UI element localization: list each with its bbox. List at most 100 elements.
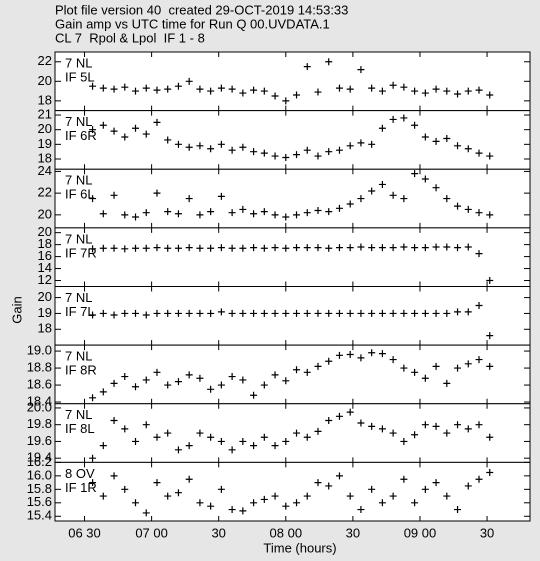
- data-point: [217, 140, 225, 148]
- data-point: [121, 245, 129, 253]
- data-point: [443, 379, 451, 387]
- data-point: [325, 482, 333, 490]
- data-point: [368, 187, 376, 195]
- data-point: [217, 244, 225, 252]
- data-point: [400, 309, 408, 317]
- data-point: [454, 421, 462, 429]
- data-point: [153, 118, 161, 126]
- data-point: [217, 485, 225, 493]
- data-point: [389, 115, 397, 123]
- title-line: Plot file version 40 created 29-OCT-2019…: [55, 2, 348, 17]
- data-point: [464, 145, 472, 153]
- panel-label: IF 5L: [65, 69, 95, 84]
- y-tick-label: 24: [38, 163, 52, 178]
- data-point: [486, 433, 494, 441]
- data-point: [164, 85, 172, 93]
- y-tick-label: 22: [38, 53, 52, 68]
- panel-frame: [54, 344, 531, 405]
- data-point: [411, 499, 419, 507]
- panel-label: IF 1R: [65, 480, 97, 495]
- data-point: [464, 425, 472, 433]
- data-point: [196, 374, 204, 382]
- data-point: [110, 311, 118, 319]
- data-point: [293, 309, 301, 317]
- data-point: [196, 211, 204, 219]
- data-point: [486, 468, 494, 476]
- data-point: [260, 433, 268, 441]
- x-tick-label: 30: [346, 525, 360, 540]
- data-point: [250, 86, 258, 94]
- data-point: [228, 309, 236, 317]
- y-tick-label: 20: [38, 121, 52, 136]
- data-point: [303, 309, 311, 317]
- y-tick-label: 18: [38, 150, 52, 165]
- data-point: [110, 379, 118, 387]
- data-point: [475, 475, 483, 483]
- data-point: [185, 475, 193, 483]
- data-point: [293, 211, 301, 219]
- data-point: [357, 309, 365, 317]
- title-line: CL 7 Rpol & Lpol IF 1 - 8: [55, 30, 205, 45]
- data-point: [454, 244, 462, 252]
- panel-frame: [54, 51, 531, 112]
- data-point: [207, 309, 215, 317]
- data-point: [293, 91, 301, 99]
- data-point: [99, 121, 107, 129]
- data-point: [239, 376, 247, 384]
- data-point: [421, 133, 429, 141]
- data-point: [282, 437, 290, 445]
- panel-frame: [54, 227, 531, 287]
- data-point: [486, 152, 494, 160]
- data-point: [368, 349, 376, 357]
- data-point: [121, 373, 129, 381]
- data-point: [174, 446, 182, 454]
- data-point: [153, 86, 161, 94]
- x-tick-label: 07 00: [135, 525, 168, 540]
- data-point: [303, 63, 311, 71]
- data-point: [282, 154, 290, 162]
- y-tick-label: 15.6: [27, 494, 52, 509]
- data-point: [346, 85, 354, 93]
- data-point: [282, 97, 290, 105]
- data-point: [239, 507, 247, 515]
- data-point: [411, 170, 419, 178]
- x-tick-label: 30: [480, 525, 494, 540]
- data-point: [464, 308, 472, 316]
- data-point: [293, 151, 301, 159]
- data-point: [368, 244, 376, 252]
- data-point: [464, 482, 472, 490]
- data-point: [443, 195, 451, 203]
- y-tick-label: 19.0: [27, 343, 52, 358]
- data-point: [142, 509, 150, 517]
- data-point: [250, 391, 258, 399]
- data-point: [443, 134, 451, 142]
- data-point: [89, 394, 97, 402]
- data-point: [164, 208, 172, 216]
- data-point: [335, 84, 343, 92]
- y-tick-label: 12: [38, 272, 52, 287]
- data-point: [89, 311, 97, 319]
- panel-label: IF 6L: [65, 187, 95, 202]
- data-point: [378, 499, 386, 507]
- data-point: [174, 82, 182, 90]
- data-point: [314, 244, 322, 252]
- data-point: [475, 86, 483, 94]
- y-tick-label: 19.8: [27, 416, 52, 431]
- data-point: [110, 127, 118, 135]
- data-point: [164, 309, 172, 317]
- data-point: [293, 244, 301, 252]
- data-point: [314, 427, 322, 435]
- y-tick-label: 19.6: [27, 433, 52, 448]
- data-point: [228, 244, 236, 252]
- panel-label: 7 NL: [65, 231, 92, 246]
- data-point: [239, 244, 247, 252]
- data-point: [89, 126, 97, 134]
- panel-frame: [54, 403, 531, 463]
- panel-label: 7 NL: [65, 114, 92, 129]
- y-tick-label: 18.6: [27, 376, 52, 391]
- data-point: [400, 114, 408, 122]
- data-point: [486, 91, 494, 99]
- data-point: [99, 244, 107, 252]
- y-tick-label: 14: [38, 260, 52, 275]
- data-point: [228, 446, 236, 454]
